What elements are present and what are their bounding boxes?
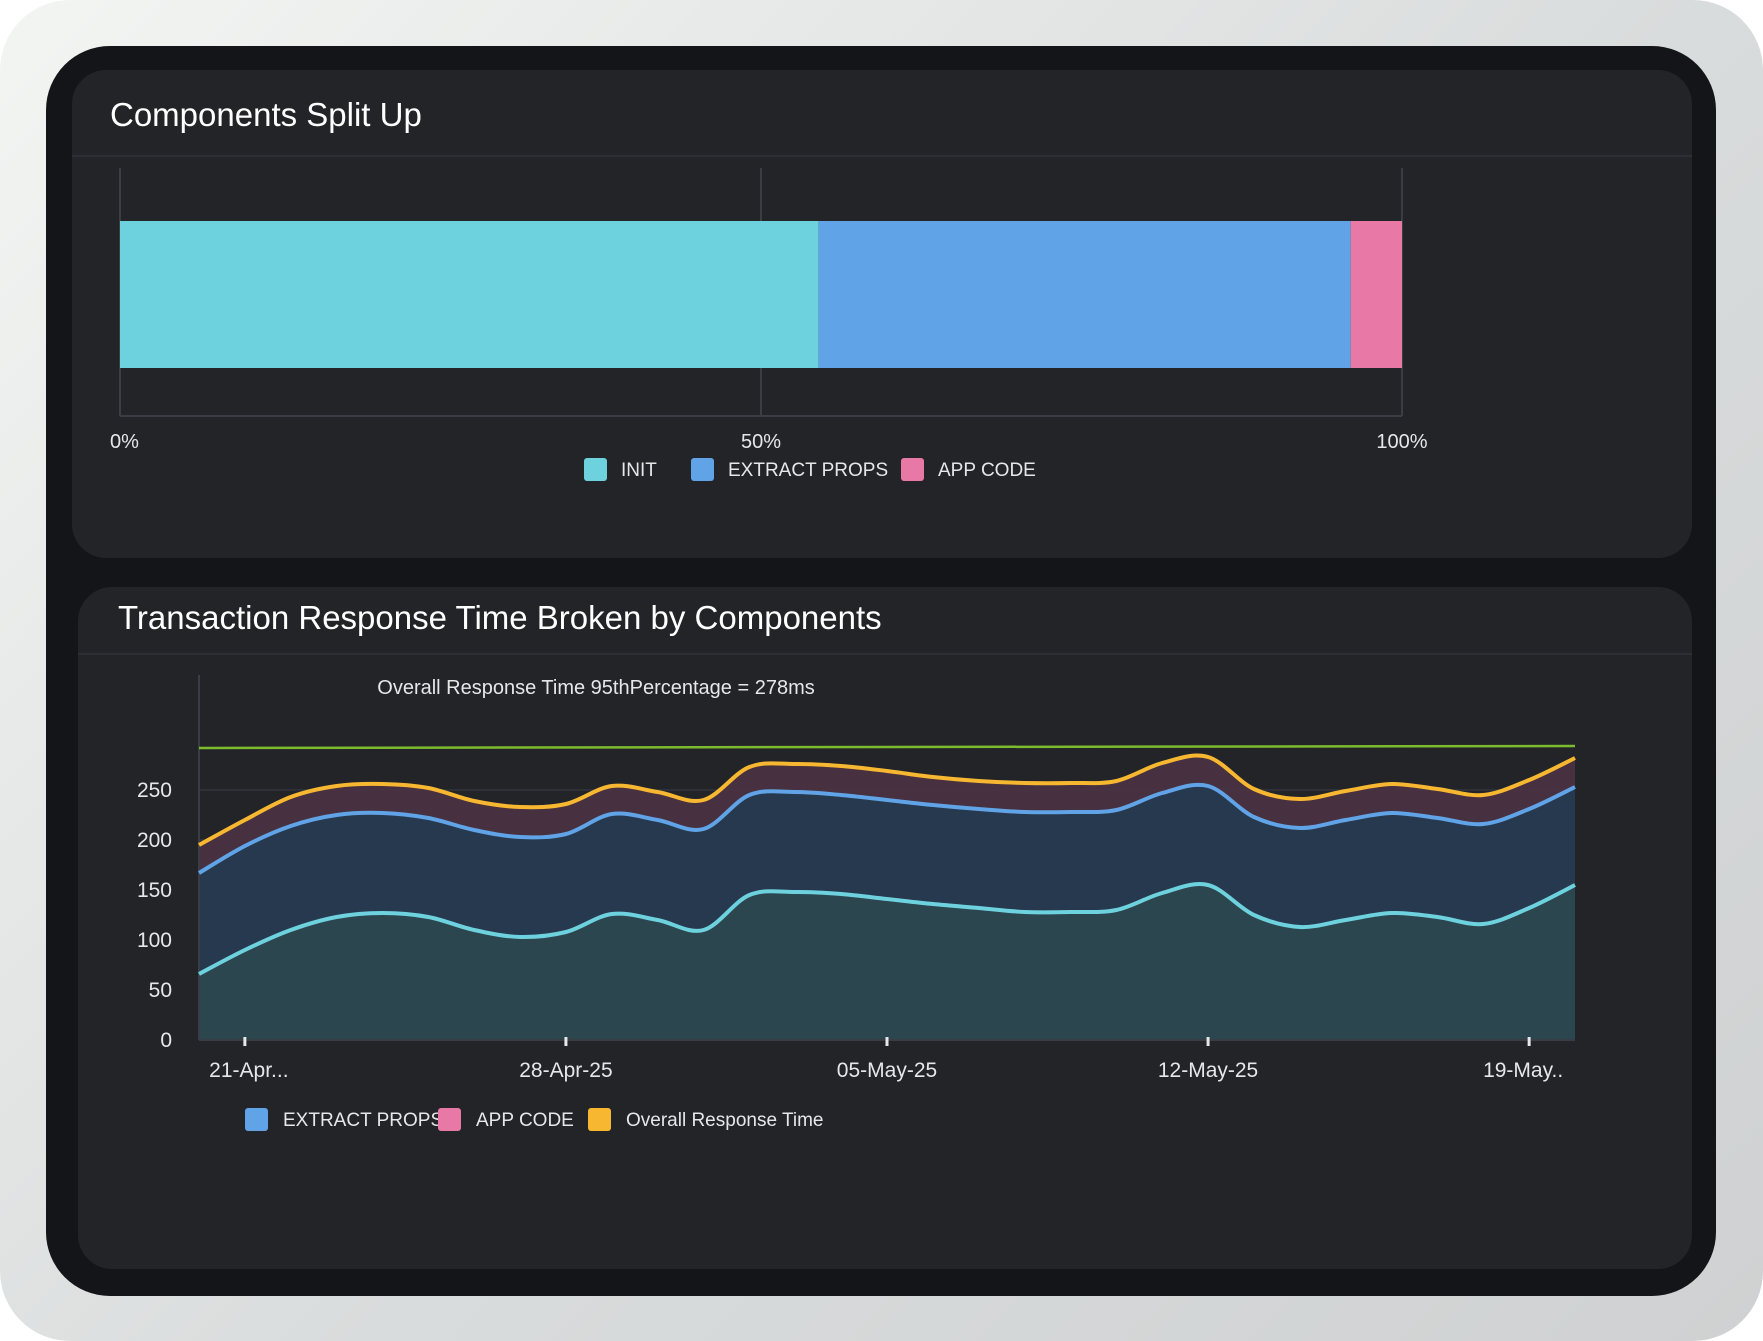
x-tick-label: 50% [741,431,781,453]
y-tick-label: 200 [137,829,172,852]
y-tick-label: 50 [149,979,172,1002]
area-init [199,884,1575,1040]
x-tick-label: 0% [110,431,139,453]
x-tick-label: 19-May.. [1483,1059,1563,1082]
threshold-line [198,744,1576,750]
x-tick-label: 05-May-25 [837,1059,937,1082]
panel-divider [78,653,1692,655]
x-tick-label: 12-May-25 [1158,1059,1258,1082]
line-init[interactable] [198,882,1576,976]
legend-swatch[interactable] [584,458,607,481]
legend-label: INIT [621,460,657,481]
legend-label: APP CODE [476,1110,574,1131]
components-split-panel: Components Split Up 0% 50% 100% INIT EXTRACT… [72,70,1692,558]
legend-label: APP CODE [938,460,1036,481]
x-tick-label: 21-Apr... [209,1059,288,1082]
legend-label: EXTRACT PROPS [283,1110,443,1131]
line-overall-response-time[interactable] [198,753,1576,847]
line-extract-props[interactable] [197,782,1576,875]
x-tick-label: 100% [1376,431,1427,453]
threshold-label: Overall Response Time 95thPercentage = 2… [377,677,814,699]
panel-title: Components Split Up [110,96,422,133]
legend-label: Overall Response Time [626,1110,823,1131]
area-extract-props [199,784,1575,974]
legend-swatch[interactable] [245,1108,268,1131]
response-time-area-chart: 0 50 100 150 200 250 Overall Response Time 95t… [137,675,1576,1131]
legend-swatch[interactable] [438,1108,461,1131]
bar-segment-extract-props[interactable] [818,221,1351,368]
response-time-panel: Transaction Response Time Broken by Comp… [78,587,1692,1269]
area-app-code [199,755,1575,873]
y-tick-label: 100 [137,929,172,952]
panel-title: Transaction Response Time Broken by Comp… [118,599,882,636]
y-tick-label: 0 [160,1029,172,1052]
split-bar-chart: 0% 50% 100% INIT EXTRACT PROPS APP CODE [110,168,1428,481]
legend-swatch[interactable] [901,458,924,481]
bar-segment-app-code[interactable] [1350,221,1402,368]
legend-swatch[interactable] [588,1108,611,1131]
y-tick-label: 250 [137,779,172,802]
panel-divider [72,155,1692,157]
legend-label: EXTRACT PROPS [728,460,888,481]
x-tick-label: 28-Apr-25 [519,1059,612,1082]
legend-swatch[interactable] [691,458,714,481]
y-tick-label: 150 [137,879,172,902]
bar-segment-init[interactable] [120,221,819,368]
